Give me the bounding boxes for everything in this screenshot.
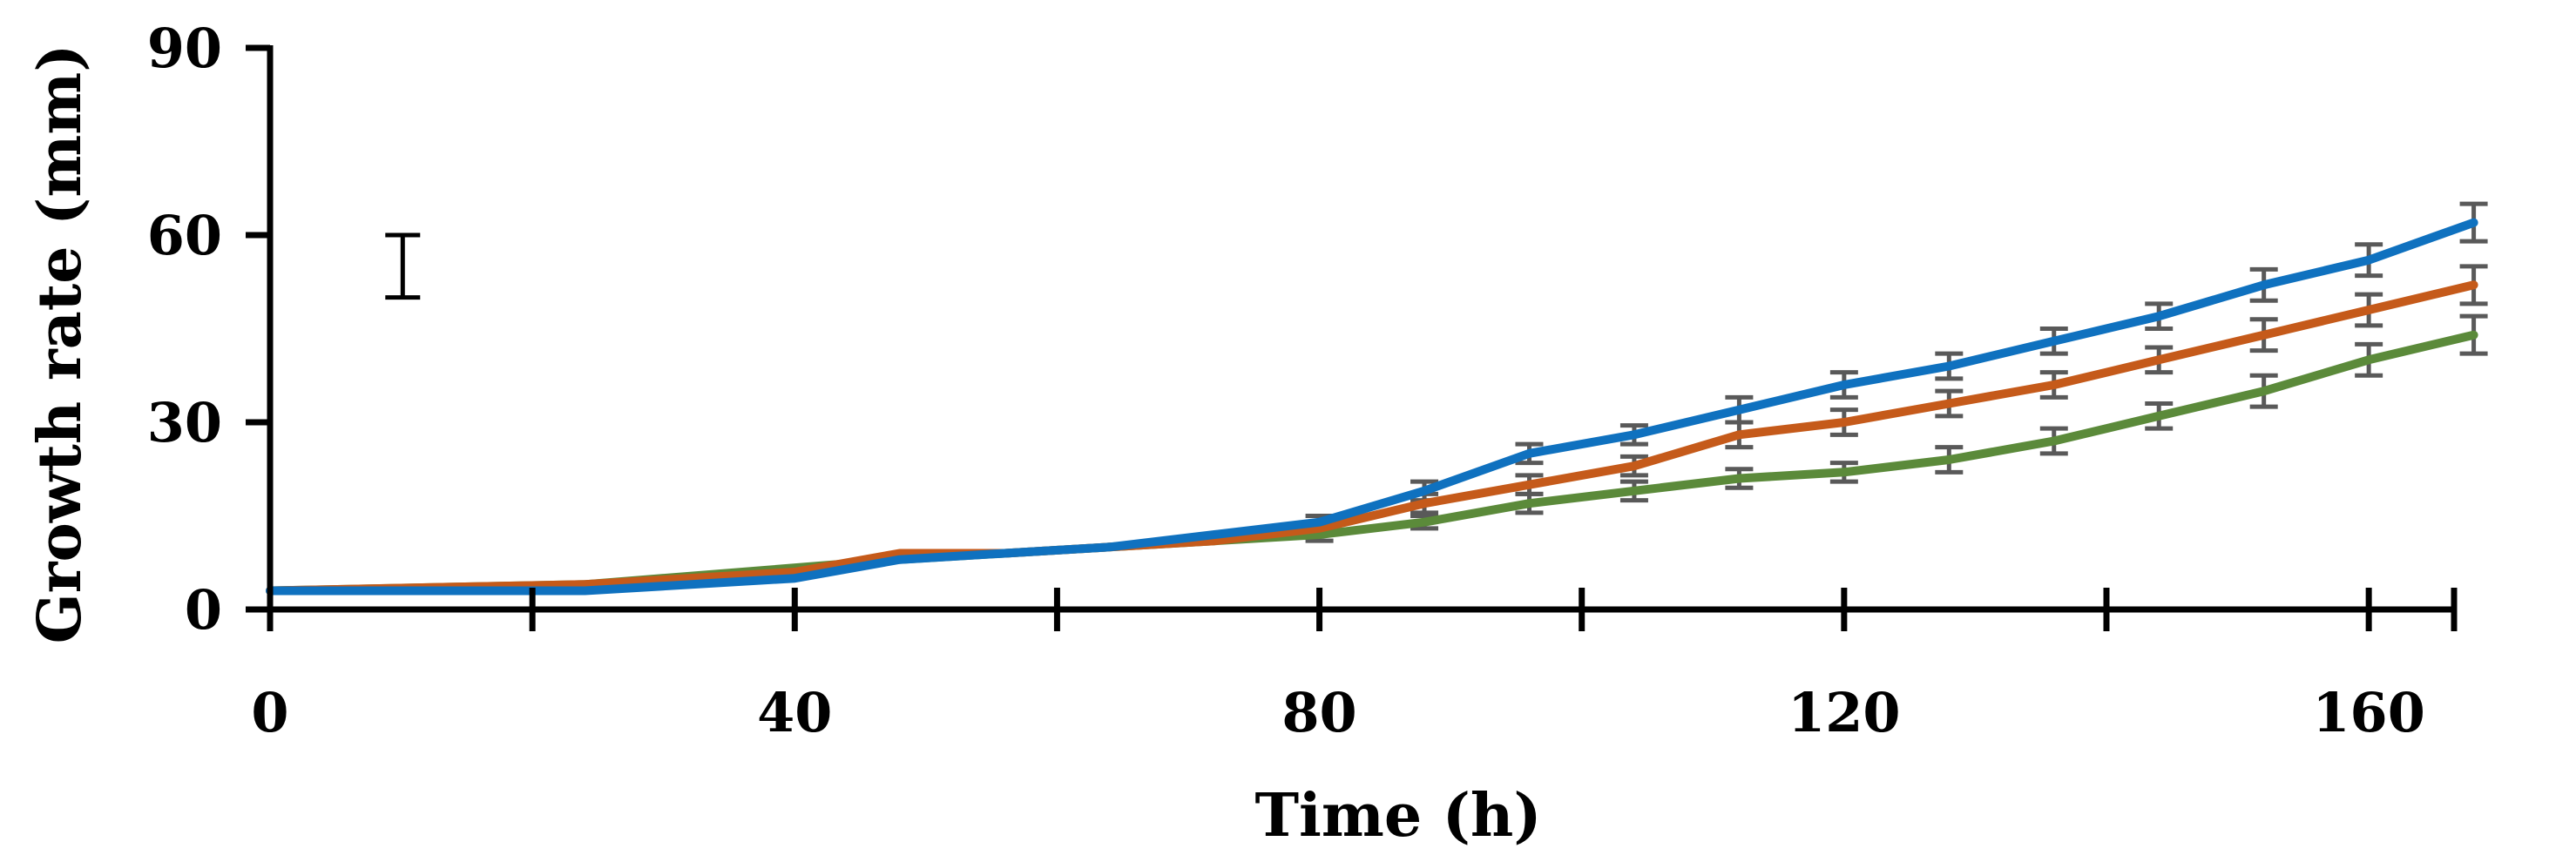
series-line-1: [266, 330, 2478, 596]
x-tick-label: 160: [2312, 681, 2424, 744]
x-tick-label: 0: [251, 681, 288, 744]
y-tick-label: 60: [147, 204, 222, 267]
series-line-3: [266, 218, 2478, 596]
tick-labels-layer: 0 30 60 90 0 40 80 120 160: [147, 17, 2425, 744]
y-axis-title: Growth rate (mm): [25, 44, 95, 644]
series-lines-layer: [266, 218, 2478, 596]
y-tick-label: 0: [185, 578, 222, 642]
x-tick-label: 80: [1281, 681, 1356, 744]
ticks-layer: [246, 44, 2458, 631]
axes-layer: [267, 45, 2457, 613]
y-tick-label: 30: [147, 391, 222, 454]
error-bar-key: [385, 232, 421, 300]
x-tick-label: 40: [757, 681, 832, 744]
series-line-2: [266, 280, 2478, 596]
y-tick-label: 90: [147, 17, 222, 80]
x-tick-label: 120: [1788, 681, 1900, 744]
x-axis-title: Time (h): [1254, 781, 1541, 851]
